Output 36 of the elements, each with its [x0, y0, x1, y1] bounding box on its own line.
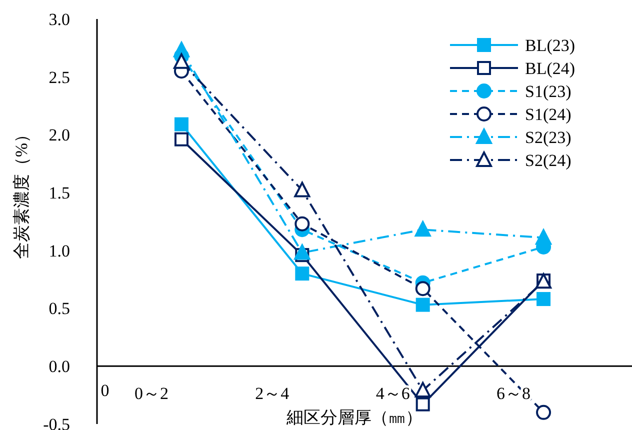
- x-tick-label: 0～2: [134, 384, 168, 404]
- y-axis-title: 全炭素濃度（%）: [12, 126, 31, 260]
- point: [294, 216, 310, 232]
- point: [294, 244, 310, 260]
- point: [174, 132, 188, 146]
- point: [416, 298, 430, 312]
- y-tick-label: 3.0: [48, 10, 70, 29]
- point: [536, 404, 552, 420]
- point: [294, 182, 310, 198]
- x-tick-label: 2～4: [255, 384, 290, 404]
- legend-label: S2(24): [525, 150, 572, 170]
- point: [295, 266, 310, 281]
- annotation: 0: [100, 381, 110, 400]
- point: [174, 117, 188, 132]
- legend-label: S1(24): [525, 104, 572, 124]
- point: [173, 42, 190, 58]
- point: [414, 382, 431, 398]
- point: [536, 229, 552, 245]
- y-tick-label: 2.5: [48, 68, 70, 87]
- point: [415, 281, 430, 296]
- point: [416, 397, 430, 412]
- y-tick-label: 0.0: [48, 357, 70, 376]
- legend-label: S2(23): [525, 128, 572, 147]
- point: [414, 221, 431, 237]
- point: [173, 53, 190, 69]
- legend-label: S1(23): [525, 82, 572, 101]
- y-tick-label: 1.5: [48, 184, 70, 203]
- x-axis-title: 細区分層厚（㎜）: [286, 408, 422, 428]
- legend-label: BL(23): [525, 36, 576, 55]
- point: [536, 292, 551, 306]
- legend-label: BL(24): [525, 58, 576, 78]
- y-tick-label: 0.5: [48, 299, 70, 318]
- y-tick-label: 2.0: [48, 126, 70, 145]
- y-tick-label: 1.0: [48, 241, 70, 260]
- y-tick-label: -0.5: [43, 414, 70, 430]
- x-tick-label: 4～6: [376, 384, 410, 404]
